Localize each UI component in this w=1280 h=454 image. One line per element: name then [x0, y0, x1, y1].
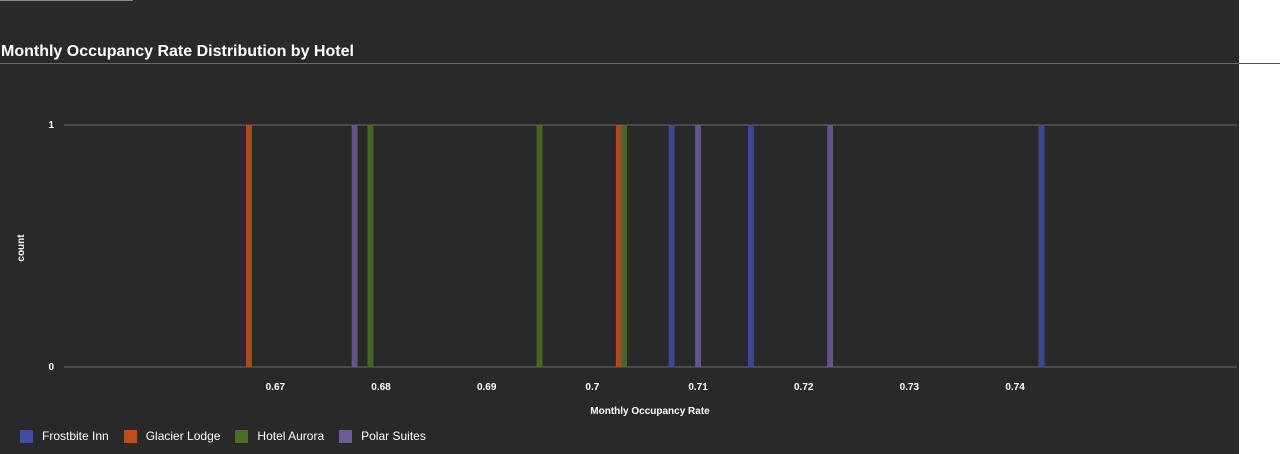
bars-layer: [246, 124, 1045, 368]
x-tick-label: 0.7: [585, 382, 599, 393]
legend-label: Frostbite Inn: [42, 429, 109, 443]
legend-item[interactable]: Hotel Aurora: [235, 429, 324, 443]
top-rule: [0, 0, 133, 1]
x-tick-label: 0.69: [477, 382, 497, 393]
x-tick-label: 0.68: [371, 382, 391, 393]
legend: Frostbite Inn Glacier Lodge Hotel Aurora Po…: [20, 429, 441, 443]
histogram-bar[interactable]: [668, 124, 675, 368]
histogram-chart: 0 1 0.67 0.68 0.69 0.7 0.71 0.72 0.73 0.74 Monthl…: [16, 120, 1237, 417]
histogram-bar[interactable]: [748, 124, 754, 368]
histogram-bar[interactable]: [351, 124, 358, 368]
legend-swatch: [339, 429, 353, 443]
histogram-bar[interactable]: [827, 124, 834, 368]
histogram-bar[interactable]: [246, 124, 252, 368]
grid-layer: [64, 124, 1237, 368]
legend-label: Glacier Lodge: [145, 429, 221, 443]
legend-swatch: [20, 429, 33, 443]
x-tick-label: 0.73: [900, 382, 920, 393]
x-tick-label: 0.72: [794, 382, 814, 393]
legend-swatch: [123, 429, 137, 443]
x-axis-label: Monthly Occupancy Rate: [590, 406, 710, 417]
legend-item[interactable]: Glacier Lodge: [123, 429, 221, 443]
histogram-bar[interactable]: [621, 124, 627, 368]
legend-item[interactable]: Polar Suites: [339, 429, 426, 443]
title-divider-extension: [1239, 63, 1280, 64]
histogram-bar[interactable]: [367, 124, 374, 368]
x-tick-label: 0.71: [688, 382, 708, 393]
x-tick-label: 0.67: [266, 382, 286, 393]
histogram-bar[interactable]: [536, 124, 543, 368]
legend-swatch: [235, 429, 249, 443]
y-axis-label: count: [16, 234, 27, 262]
histogram-bar[interactable]: [695, 124, 701, 368]
legend-item[interactable]: Frostbite Inn: [20, 429, 109, 443]
legend-label: Hotel Aurora: [257, 429, 325, 443]
legend-label: Polar Suites: [361, 429, 426, 443]
y-tick-label: 1: [48, 120, 54, 131]
ticks-layer: 0 1 0.67 0.68 0.69 0.7 0.71 0.72 0.73 0.74: [48, 120, 1025, 393]
chart-title: Monthly Occupancy Rate Distribution by H…: [1, 43, 354, 60]
y-tick-label: 0: [48, 362, 54, 373]
title-divider: [0, 63, 1280, 64]
x-tick-label: 0.74: [1005, 382, 1025, 393]
histogram-bar[interactable]: [615, 124, 622, 368]
histogram-bar[interactable]: [1038, 124, 1045, 368]
